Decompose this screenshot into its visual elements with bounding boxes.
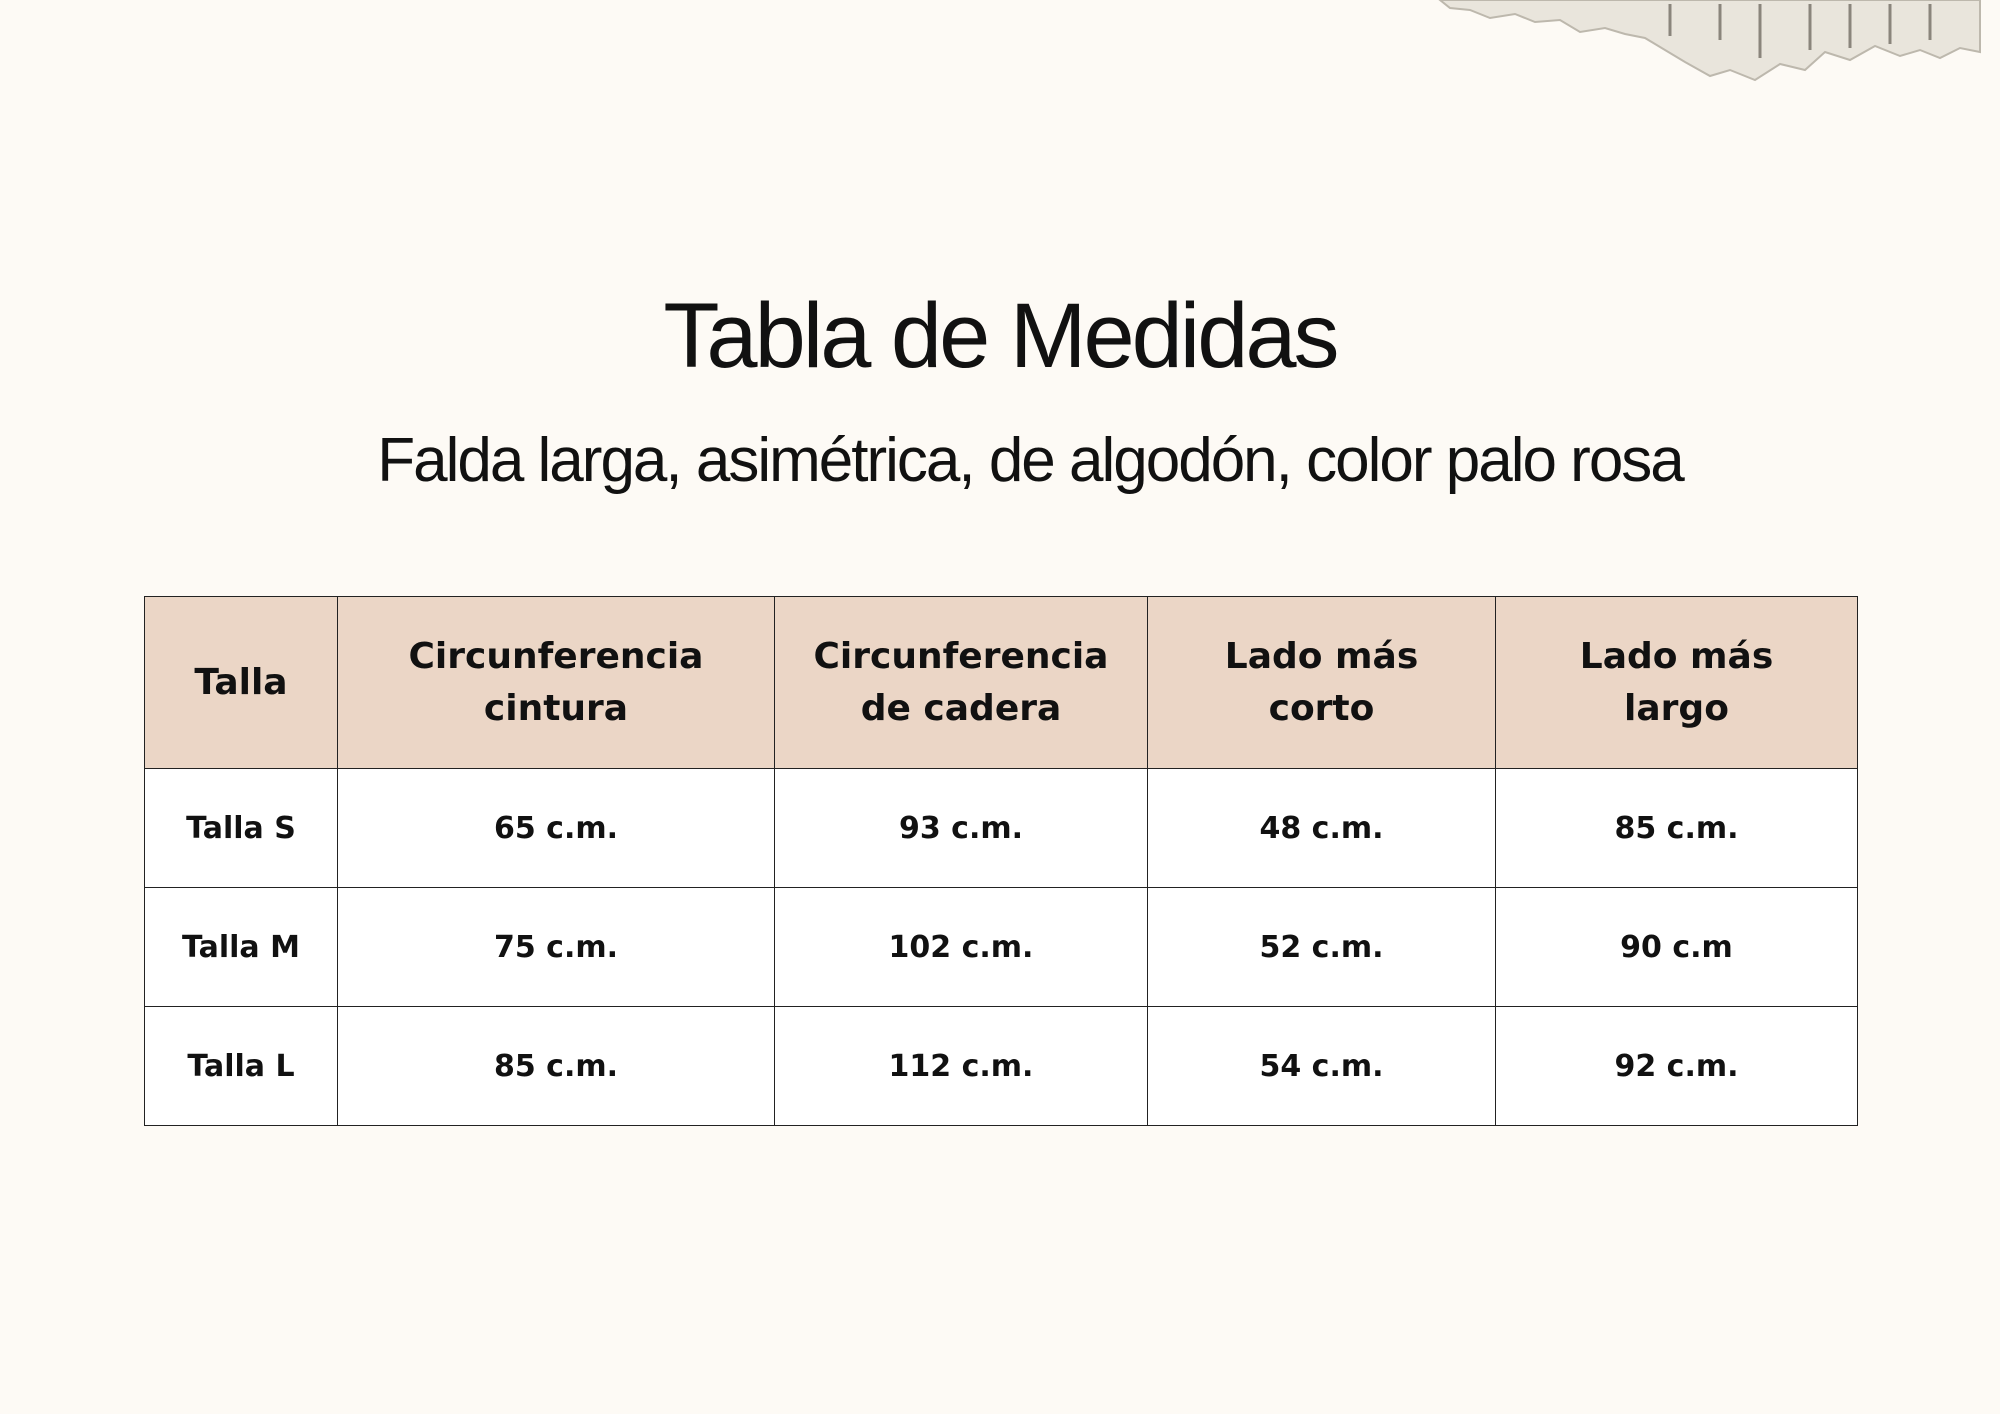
table-body: Talla S 65 c.m. 93 c.m. 48 c.m. 85 c.m. Talla… bbox=[144, 768, 1858, 1126]
table-row: Talla M 75 c.m. 102 c.m. 52 c.m. 90 c.m bbox=[144, 887, 1858, 1007]
measure-cell: 90 c.m bbox=[1495, 887, 1858, 1007]
torn-paper-decoration bbox=[1438, 0, 1981, 82]
size-table: Talla Circunferencia cintura Circunferenci… bbox=[144, 596, 1858, 1126]
subtitle: Falda larga, asimétrica, de algodón, col… bbox=[377, 426, 1685, 495]
measure-cell: 75 c.m. bbox=[337, 887, 775, 1007]
measure-cell: 112 c.m. bbox=[774, 1006, 1148, 1126]
column-header: Circunferencia de cadera bbox=[774, 596, 1148, 769]
table-row: Talla S 65 c.m. 93 c.m. 48 c.m. 85 c.m. bbox=[144, 768, 1858, 888]
size-cell: Talla S bbox=[144, 768, 338, 888]
table-row: Talla L 85 c.m. 112 c.m. 54 c.m. 92 c.m. bbox=[144, 1006, 1858, 1126]
size-cell: Talla L bbox=[144, 1006, 338, 1126]
header-row: Talla Circunferencia cintura Circunferenci… bbox=[144, 596, 1858, 769]
measure-cell: 102 c.m. bbox=[774, 887, 1148, 1007]
measure-cell: 54 c.m. bbox=[1147, 1006, 1496, 1126]
measure-cell: 93 c.m. bbox=[774, 768, 1148, 888]
measure-cell: 52 c.m. bbox=[1147, 887, 1496, 1007]
size-cell: Talla M bbox=[144, 887, 338, 1007]
measure-cell: 85 c.m. bbox=[1495, 768, 1858, 888]
column-header: Lado más corto bbox=[1147, 596, 1496, 769]
column-header: Circunferencia cintura bbox=[337, 596, 775, 769]
column-header: Lado más largo bbox=[1495, 596, 1858, 769]
paper-print bbox=[1668, 4, 1932, 58]
measure-cell: 65 c.m. bbox=[337, 768, 775, 888]
measure-cell: 48 c.m. bbox=[1147, 768, 1496, 888]
measure-cell: 92 c.m. bbox=[1495, 1006, 1858, 1126]
column-header: Talla bbox=[144, 596, 338, 769]
measure-cell: 85 c.m. bbox=[337, 1006, 775, 1126]
title: Tabla de Medidas bbox=[663, 285, 1339, 387]
